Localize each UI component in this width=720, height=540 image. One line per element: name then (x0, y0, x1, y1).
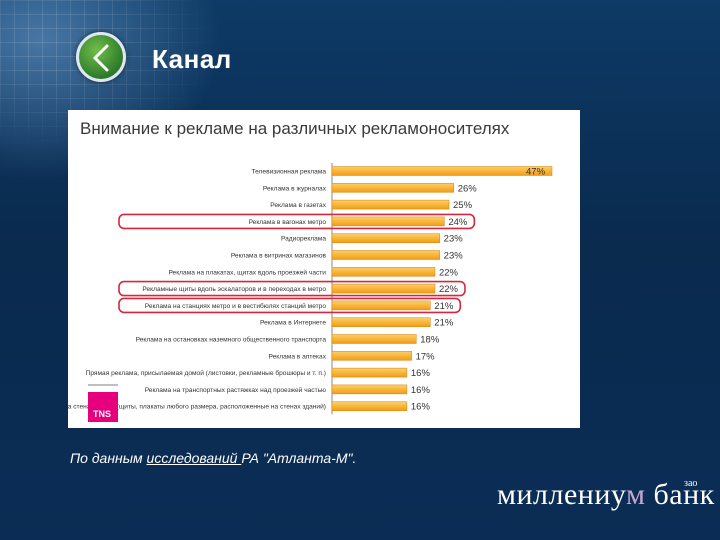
bar (331, 351, 412, 361)
bar (331, 334, 417, 344)
bar (331, 183, 454, 193)
value-label: 17% (416, 351, 436, 362)
value-label: 47% (526, 167, 546, 178)
research-link[interactable]: исследований (146, 450, 242, 466)
value-label: 18% (420, 335, 440, 346)
category-label: Реклама в газетах (270, 202, 326, 209)
footnote-suffix: РА "Атланта-М". (241, 450, 357, 466)
category-label: Реклама на остановках наземного обществе… (136, 336, 327, 344)
category-label: Реклама на транспортных растяжках над пр… (145, 386, 326, 394)
chevron-left-icon (92, 44, 109, 72)
bar (331, 216, 445, 227)
category-label: Реклама на плакатах, щитах вдоль проезже… (168, 268, 326, 276)
category-label: Реклама на стенах домов (щиты, плакаты л… (68, 403, 326, 411)
value-label: 26% (458, 183, 478, 194)
category-label: Радиореклама (281, 236, 326, 243)
category-label: Реклама на станциях метро и в вестибюлях… (145, 302, 327, 310)
value-label: 22% (439, 284, 459, 295)
bar (331, 317, 431, 327)
highlight-box (118, 280, 466, 297)
bar (331, 283, 436, 294)
footnote-prefix: По данным (70, 450, 147, 466)
chart-panel: Внимание к рекламе на различных рекламон… (68, 110, 580, 428)
category-label: Прямая реклама, присылаемая домой (листо… (86, 369, 326, 377)
value-label: 23% (444, 251, 464, 262)
bar (331, 233, 440, 243)
back-arrow-button[interactable] (76, 32, 126, 82)
brand-name-part1: миллениу (497, 478, 627, 511)
value-label: 23% (444, 234, 464, 245)
value-label: 16% (411, 368, 431, 379)
value-label: 22% (439, 267, 459, 278)
highlight-box (118, 213, 476, 230)
brand-superscript: зао (684, 478, 698, 489)
category-label: Реклама в Интернете (260, 320, 326, 327)
value-label: 16% (411, 402, 431, 413)
category-label: Реклама в журналах (263, 185, 327, 192)
bar (331, 384, 408, 395)
slide-title: Канал (152, 44, 232, 74)
tns-badge (88, 392, 118, 422)
bar (331, 250, 440, 260)
brand-name-accent: м (626, 478, 646, 511)
value-label: 21% (434, 318, 454, 329)
tns-badge-label: TNS (93, 409, 111, 419)
value-label: 21% (434, 301, 454, 312)
value-label: 16% (411, 385, 431, 396)
bar (331, 199, 450, 210)
category-label: Рекламные щиты вдоль эскалаторов и в пер… (142, 286, 326, 293)
brand-logo: миллениум банк (497, 478, 715, 512)
category-label: Реклама в аптеках (269, 353, 327, 360)
category-label: Реклама в вагонах метро (249, 219, 327, 226)
bar (331, 267, 436, 277)
brand-name-part3: банк (645, 478, 715, 511)
bar (331, 300, 431, 311)
chart-title: Внимание к рекламе на различных рекламон… (80, 119, 510, 138)
value-label: 24% (448, 217, 468, 228)
bar-chart: Внимание к рекламе на различных рекламон… (68, 119, 553, 422)
footnote: По данным исследований РА "Атланта-М". (70, 450, 356, 466)
category-label: Реклама в витринах магазинов (231, 253, 327, 260)
category-label: Телевизионная реклама (251, 169, 326, 176)
bar (331, 367, 408, 378)
bar (331, 166, 553, 176)
highlight-box (118, 297, 462, 314)
value-label: 25% (453, 200, 473, 211)
bar (331, 401, 408, 411)
